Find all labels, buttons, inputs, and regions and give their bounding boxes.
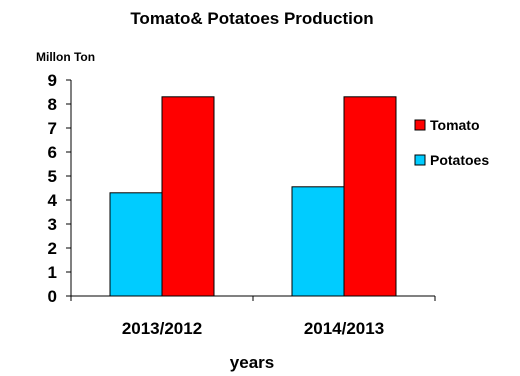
chart-title: Tomato& Potatoes Production [130,9,373,28]
x-axis-label: years [230,353,274,372]
bar-tomato-0 [161,96,215,297]
legend-label-potatoes: Potatoes [430,152,489,168]
bar-potatoes-0 [109,192,163,297]
legend-label-tomato: Tomato [430,117,480,133]
x-category-label: 2013/2012 [122,319,202,338]
y-tick-label: 6 [48,143,57,162]
y-tick-label: 5 [48,167,57,186]
x-category-label: 2014/2013 [304,319,384,338]
y-tick-label: 0 [48,287,57,306]
bar-tomato-1 [343,96,397,297]
y-tick-label: 3 [48,215,57,234]
legend: Tomato Potatoes [414,117,489,168]
y-tick-label: 9 [48,71,57,90]
y-tick-label: 4 [48,191,58,210]
legend-swatch-potatoes [414,154,426,166]
y-tick-label: 1 [48,263,57,282]
y-tick-label: 2 [48,239,57,258]
y-tick-label: 8 [48,95,57,114]
plot-area: 0 1 2 3 4 5 6 7 8 9 2013/2012 2014/2013 [48,71,436,338]
y-tick-label: 7 [48,119,57,138]
bar-potatoes-1 [291,186,345,297]
legend-swatch-tomato [414,119,426,131]
y-axis-label: Millon Ton [36,50,95,64]
